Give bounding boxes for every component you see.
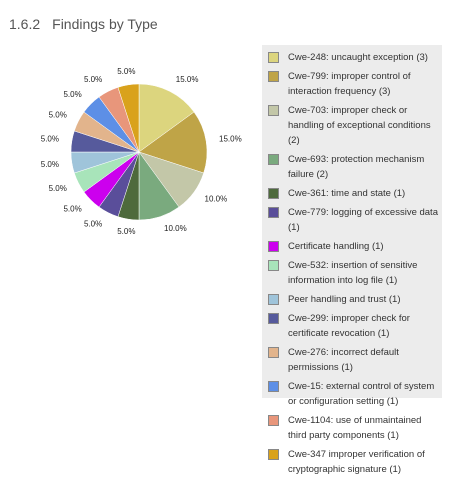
legend-label: Cwe-693: protection mechanism failure (2… — [288, 154, 425, 180]
legend-label: Cwe-248: uncaught exception (3) — [288, 52, 428, 63]
legend-label: Cwe-299: improper check for certificate … — [288, 313, 410, 339]
legend-item: Cwe-347 improper verification of cryptog… — [268, 447, 439, 477]
data-label: 5.0% — [84, 75, 102, 84]
legend: Cwe-248: uncaught exception (3) Cwe-799: … — [262, 45, 442, 475]
chart: 15.0%15.0%10.0%10.0%5.0%5.0%5.0%5.0%5.0%… — [41, 67, 242, 236]
legend-label: Cwe-779: logging of excessive data (1) — [288, 207, 438, 233]
legend-item: Cwe-799: improper control of interaction… — [268, 69, 439, 99]
legend-label: Cwe-1104: use of unmaintained third part… — [288, 415, 422, 441]
legend-item: Cwe-276: incorrect default permissions (… — [268, 345, 439, 375]
data-label: 10.0% — [205, 195, 228, 204]
legend-swatch — [268, 347, 279, 358]
legend-item: Cwe-361: time and state (1) — [268, 186, 439, 201]
pie-slice — [138, 111, 208, 174]
legend-label: Cwe-532: insertion of sensitive informat… — [288, 260, 418, 286]
legend-item: Certificate handling (1) — [268, 239, 439, 254]
legend-item: Cwe-693: protection mechanism failure (2… — [268, 152, 439, 182]
legend-item: Cwe-15: external control of system or co… — [268, 379, 439, 409]
data-label: 5.0% — [49, 110, 67, 119]
legend-swatch — [268, 381, 279, 392]
legend-label: Peer handling and trust (1) — [288, 294, 401, 305]
page: 1.6.2 Findings by Type 15.0% 15.0% 10.0% 10.… — [9, 16, 442, 475]
data-label: 5.0% — [63, 204, 81, 213]
pie-slice — [117, 83, 140, 153]
data-label: 5.0% — [41, 134, 59, 143]
legend-swatch — [268, 415, 279, 426]
data-label: 10.0% — [164, 224, 187, 233]
legend-swatch — [268, 241, 279, 252]
data-label: 5.0% — [117, 67, 135, 76]
legend-swatch — [268, 294, 279, 305]
section-title: Findings by Type — [52, 16, 158, 32]
legend-item: Cwe-779: logging of excessive data (1) — [268, 205, 439, 235]
pie-slice — [138, 83, 195, 153]
data-label: 5.0% — [84, 219, 102, 228]
data-label: 5.0% — [63, 90, 81, 99]
data-label: 5.0% — [49, 184, 67, 193]
legend-label: Cwe-703: improper check or handling of e… — [288, 105, 431, 146]
legend-swatch — [268, 71, 279, 82]
legend-item: Cwe-532: insertion of sensitive informat… — [268, 258, 439, 288]
legend-swatch — [268, 154, 279, 165]
heading: 1.6.2 Findings by Type — [9, 16, 158, 32]
legend-swatch — [268, 313, 279, 324]
section-number: 1.6.2 — [9, 16, 41, 32]
legend-label: Cwe-799: improper control of interaction… — [288, 71, 411, 97]
legend-swatch — [268, 105, 279, 116]
data-label: 5.0% — [41, 160, 59, 169]
data-label: 15.0% — [219, 134, 242, 143]
legend-label: Certificate handling (1) — [288, 241, 384, 252]
legend-item: Cwe-248: uncaught exception (3) — [268, 50, 439, 65]
legend-swatch — [268, 52, 279, 63]
legend-label: Cwe-276: incorrect default permissions (… — [288, 347, 399, 373]
legend-item: Cwe-703: improper check or handling of e… — [268, 103, 439, 148]
legend-item: Cwe-1104: use of unmaintained third part… — [268, 413, 439, 443]
data-label: 5.0% — [117, 227, 135, 236]
legend-label: Cwe-361: time and state (1) — [288, 188, 406, 199]
legend-swatch — [268, 188, 279, 199]
legend-label: Cwe-347 improper verification of cryptog… — [288, 449, 425, 475]
legend-item: Cwe-299: improper check for certificate … — [268, 311, 439, 341]
legend-swatch — [268, 449, 279, 460]
legend-swatch — [268, 260, 279, 271]
legend-swatch — [268, 207, 279, 218]
legend-item: Peer handling and trust (1) — [268, 292, 439, 307]
data-label: 15.0% — [176, 75, 199, 84]
legend-label: Cwe-15: external control of system or co… — [288, 381, 435, 407]
